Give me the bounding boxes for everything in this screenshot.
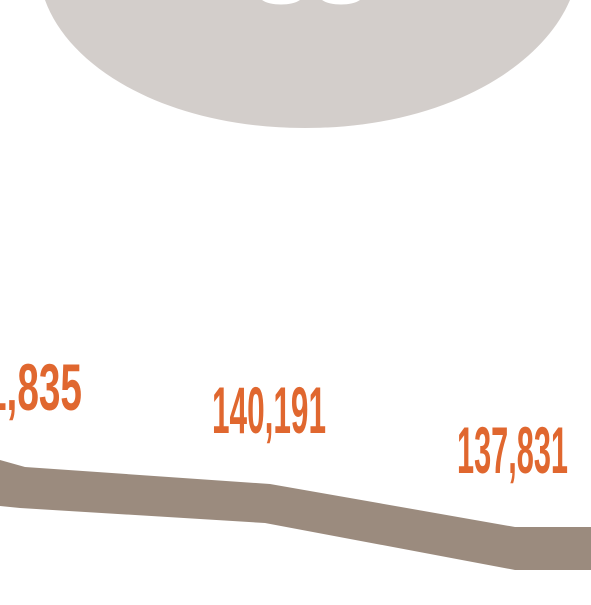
page: 1,835 140,191 137,831 (() => { const dat…: [0, 0, 591, 605]
value-label: 137,831: [457, 413, 568, 487]
gray-blob: [45, 0, 570, 128]
value-label: 140,191: [212, 373, 326, 447]
infographic: 1,835 140,191 137,831: [0, 0, 591, 605]
value-label: 1,835: [0, 350, 82, 424]
